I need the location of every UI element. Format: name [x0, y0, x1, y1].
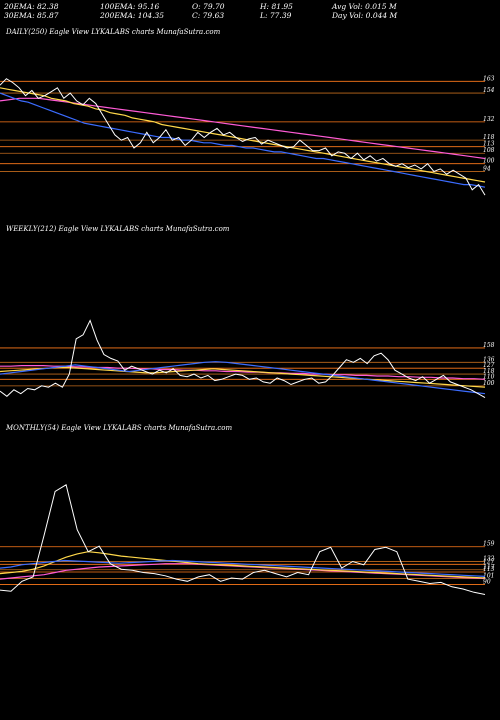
- daily-chart-panel: DAILY(250) Eagle View LYKALABS charts Mu…: [0, 26, 500, 216]
- weekly-chart: WEEKLY(212) Eagle View LYKALABS charts M…: [0, 225, 495, 399]
- stats-row-1: 20EMA: 82.38 100EMA: 95.16 O: 79.70 H: 81.9…: [4, 2, 496, 11]
- stat-h: H: 81.95: [260, 2, 293, 11]
- level-label-118: 118: [483, 134, 495, 141]
- stat-200ema: 200EMA: 104.35: [100, 11, 165, 20]
- stat-dayvol: Day Vol: 0.044 M: [332, 11, 398, 20]
- level-label-100: 100: [483, 380, 495, 387]
- ema-long-line: [0, 97, 486, 160]
- level-label-158: 158: [483, 342, 495, 349]
- ema-short-line: [0, 92, 486, 188]
- level-label-90: 90: [483, 579, 491, 586]
- stat-avgvol: Avg Vol: 0.015 M: [332, 2, 397, 11]
- chart-title: DAILY(250) Eagle View LYKALABS charts Mu…: [5, 28, 221, 36]
- level-label-118: 118: [483, 368, 495, 375]
- ema-long-line: [0, 365, 486, 380]
- level-label-110: 110: [483, 373, 495, 380]
- stat-c: C: 79.63: [192, 11, 225, 20]
- price-line: [0, 484, 486, 595]
- stat-20ema: 20EMA: 82.38: [4, 2, 59, 11]
- weekly-chart-panel: WEEKLY(212) Eagle View LYKALABS charts M…: [0, 222, 500, 422]
- level-label-113: 113: [483, 141, 495, 148]
- stats-row-2: 30EMA: 85.87 200EMA: 104.35 C: 79.63 L: 77.…: [4, 11, 496, 20]
- level-label-127: 127: [483, 558, 495, 565]
- level-label-159: 159: [483, 541, 495, 548]
- level-label-154: 154: [483, 87, 495, 94]
- level-label-117: 117: [483, 564, 495, 571]
- ema-short-line: [0, 559, 486, 577]
- stat-l: L: 77.39: [260, 11, 292, 20]
- stat-100ema: 100EMA: 95.16: [100, 2, 160, 11]
- level-label-100: 100: [483, 158, 495, 165]
- level-label-101: 101: [483, 573, 494, 580]
- daily-chart: DAILY(250) Eagle View LYKALABS charts Mu…: [0, 28, 495, 196]
- monthly-chart: MONTHLY(54) Eagle View LYKALABS charts M…: [0, 424, 495, 595]
- level-label-132: 132: [483, 556, 495, 563]
- price-line: [0, 319, 486, 399]
- level-label-163: 163: [483, 75, 495, 82]
- level-label-113: 113: [483, 566, 495, 573]
- ema-mid-line: [0, 366, 486, 388]
- chart-title: WEEKLY(212) Eagle View LYKALABS charts M…: [6, 225, 230, 233]
- stat-o: O: 79.70: [192, 2, 225, 11]
- price-line: [0, 78, 486, 196]
- indicator-stats: 20EMA: 82.38 100EMA: 95.16 O: 79.70 H: 81.9…: [4, 2, 496, 22]
- ema-short-line: [0, 361, 486, 395]
- monthly-chart-panel: MONTHLY(54) Eagle View LYKALABS charts M…: [0, 422, 500, 622]
- stat-30ema: 30EMA: 85.87: [4, 11, 59, 20]
- chart-title: MONTHLY(54) Eagle View LYKALABS charts M…: [5, 424, 233, 432]
- level-label-94: 94: [483, 166, 491, 173]
- level-label-132: 132: [483, 116, 495, 123]
- level-label-108: 108: [483, 147, 495, 154]
- level-label-136: 136: [483, 356, 495, 363]
- ema-mid-line: [0, 87, 486, 183]
- level-label-127: 127: [483, 362, 495, 369]
- ema-mid-line: [0, 551, 486, 579]
